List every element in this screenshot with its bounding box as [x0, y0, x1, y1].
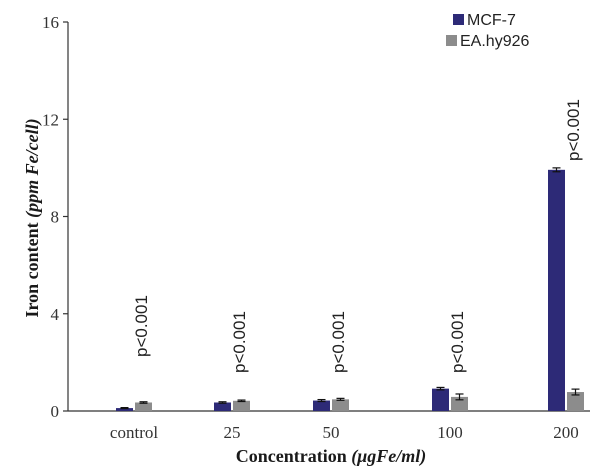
y-tick-label: 16 — [42, 13, 59, 32]
p-value-annotation: p<0.001 — [448, 311, 467, 373]
p-value-annotation: p<0.001 — [329, 311, 348, 373]
legend-label: MCF-7 — [467, 12, 516, 29]
x-tick-label: control — [110, 423, 158, 442]
legend-swatch — [453, 14, 464, 25]
legend: MCF-7 EA.hy926 — [446, 12, 529, 50]
error-bar — [237, 399, 246, 403]
bar-eahy926 — [451, 396, 468, 411]
p-value-annotation: p<0.001 — [564, 99, 583, 161]
bar-mcf7 — [116, 408, 133, 411]
x-tick-label: 100 — [437, 423, 463, 442]
bars — [116, 167, 584, 411]
bar-mcf7 — [432, 388, 449, 411]
y-tick-label: 8 — [51, 208, 60, 227]
bar-eahy926 — [567, 392, 584, 411]
annotations: p<0.001 p<0.001 p<0.001 p<0.001 p<0.001 — [132, 99, 583, 373]
legend-label: EA.hy926 — [460, 33, 529, 50]
x-axis: control 25 50 100 200 — [68, 410, 590, 442]
x-tick-label: 50 — [323, 423, 340, 442]
y-tick-label: 0 — [51, 402, 60, 421]
error-bar — [455, 393, 464, 401]
y-axis: 0 4 8 12 16 — [42, 13, 69, 421]
x-axis-title-plain: Concentration — [236, 446, 352, 466]
error-bar — [218, 401, 227, 404]
bar-mcf7 — [313, 400, 330, 411]
y-axis-title: Iron content (ppm Fe/cell) — [22, 118, 43, 317]
x-ticks: control 25 50 100 200 — [110, 423, 579, 442]
error-bar — [571, 388, 580, 396]
x-tick-label: 25 — [224, 423, 241, 442]
error-bar — [336, 397, 345, 401]
y-ticks: 0 4 8 12 16 — [42, 13, 68, 421]
x-tick-label: 200 — [553, 423, 579, 442]
y-tick-label: 4 — [51, 305, 60, 324]
bar-eahy926 — [233, 400, 250, 411]
error-bar — [436, 386, 445, 391]
error-bar — [552, 167, 561, 173]
y-tick-label: 12 — [42, 110, 59, 129]
y-axis-title-unit: (ppm Fe/cell) — [22, 118, 43, 217]
x-axis-title: Concentration (μgFe/ml) — [236, 446, 427, 467]
p-value-annotation: p<0.001 — [230, 311, 249, 373]
error-bar — [317, 398, 326, 403]
error-bar — [120, 406, 129, 410]
bar-eahy926 — [135, 402, 152, 411]
bar-eahy926 — [332, 399, 349, 411]
p-value-annotation: p<0.001 — [132, 295, 151, 357]
y-axis-title-plain: Iron content — [22, 218, 42, 318]
error-bar — [139, 401, 148, 404]
x-axis-title-unit: (μgFe/ml) — [351, 446, 426, 467]
bar-mcf7 — [548, 169, 565, 411]
legend-swatch — [446, 35, 457, 46]
bar-mcf7 — [214, 402, 231, 411]
